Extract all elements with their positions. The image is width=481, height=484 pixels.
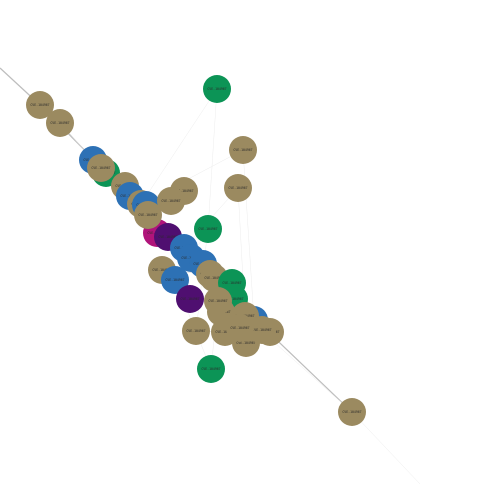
node-circle[interactable] <box>182 317 210 345</box>
node-label: CVE-104967 <box>161 199 180 203</box>
node-label: CVE-104967 <box>50 121 69 125</box>
graph-node[interactable]: CVE-104967 <box>204 287 232 315</box>
graph-node[interactable]: CVE-104967 <box>229 136 257 164</box>
node-label: CVE-104967 <box>208 299 227 303</box>
graph-edge <box>140 88 218 205</box>
node-label: CVE-104967 <box>165 278 184 282</box>
node-label: CVE-104967 <box>222 281 241 285</box>
node-circle[interactable] <box>46 109 74 137</box>
graph-edge <box>140 149 244 205</box>
nodes-layer: CVE-104967CVE-104967CVE-104967CVE-104967… <box>26 75 366 426</box>
node-label: CVE-104967 <box>180 297 199 301</box>
graph-edge <box>207 88 218 230</box>
node-label: CVE-104967 <box>201 367 220 371</box>
graph-node[interactable]: CVE-104967 <box>248 316 276 344</box>
node-label: CVE-104967 <box>186 329 205 333</box>
node-label: CVE-104967 <box>342 410 361 414</box>
node-circle[interactable] <box>226 314 254 342</box>
node-circle[interactable] <box>87 154 115 182</box>
node-circle[interactable] <box>229 136 257 164</box>
graph-node[interactable]: CVE-104967 <box>176 285 204 313</box>
node-circle[interactable] <box>194 215 222 243</box>
node-label: CVE-104967 <box>91 166 110 170</box>
node-circle[interactable] <box>157 187 185 215</box>
graph-node[interactable]: CVE-104967 <box>194 215 222 243</box>
node-label: CVE-104967 <box>215 330 234 334</box>
node-label: CVE-104967 <box>174 189 193 193</box>
node-circle[interactable] <box>161 266 189 294</box>
node-circle[interactable] <box>204 287 232 315</box>
node-label: CVE-104967 <box>198 227 217 231</box>
node-label: CVE-104967 <box>207 87 226 91</box>
graph-node[interactable]: CVE-104967 <box>161 266 189 294</box>
graph-node[interactable]: CVE-104967 <box>224 174 252 202</box>
node-circle[interactable] <box>197 355 225 383</box>
node-label: CVE-104967 <box>138 213 157 217</box>
node-label: CVE-104967 <box>252 328 271 332</box>
node-label: CVE-104967 <box>228 186 247 190</box>
graph-node[interactable]: CVE-104967 <box>197 355 225 383</box>
node-label: CVE-104967 <box>204 276 223 280</box>
node-circle[interactable] <box>26 91 54 119</box>
graph-edge <box>351 411 421 484</box>
node-circle[interactable] <box>134 201 162 229</box>
node-circle[interactable] <box>224 174 252 202</box>
node-label: CVE-104967 <box>158 235 177 239</box>
graph-node[interactable]: CVE-104967 <box>203 75 231 103</box>
node-label: CVE-104967 <box>236 341 255 345</box>
node-circle[interactable] <box>176 285 204 313</box>
node-label: CVE-104967 <box>152 268 171 272</box>
graph-node[interactable]: CVE-104967 <box>46 109 74 137</box>
graph-node[interactable]: CVE-104967 <box>157 187 185 215</box>
graph-node[interactable]: CVE-104967 <box>87 154 115 182</box>
graph-node[interactable]: CVE-104967 <box>226 314 254 342</box>
graph-node[interactable]: CVE-104967 <box>182 317 210 345</box>
node-label: CVE-104967 <box>233 148 252 152</box>
graph-node[interactable]: CVE-104967 <box>134 201 162 229</box>
node-label: CVE-104967 <box>30 103 49 107</box>
graph-node[interactable]: CVE-104967 <box>338 398 366 426</box>
graph-node[interactable]: CVE-104967 <box>26 91 54 119</box>
node-circle[interactable] <box>248 316 276 344</box>
node-label: CVE-104967 <box>230 326 249 330</box>
node-circle[interactable] <box>203 75 231 103</box>
node-circle[interactable] <box>338 398 366 426</box>
node-label: CVE-104967 <box>224 297 243 301</box>
